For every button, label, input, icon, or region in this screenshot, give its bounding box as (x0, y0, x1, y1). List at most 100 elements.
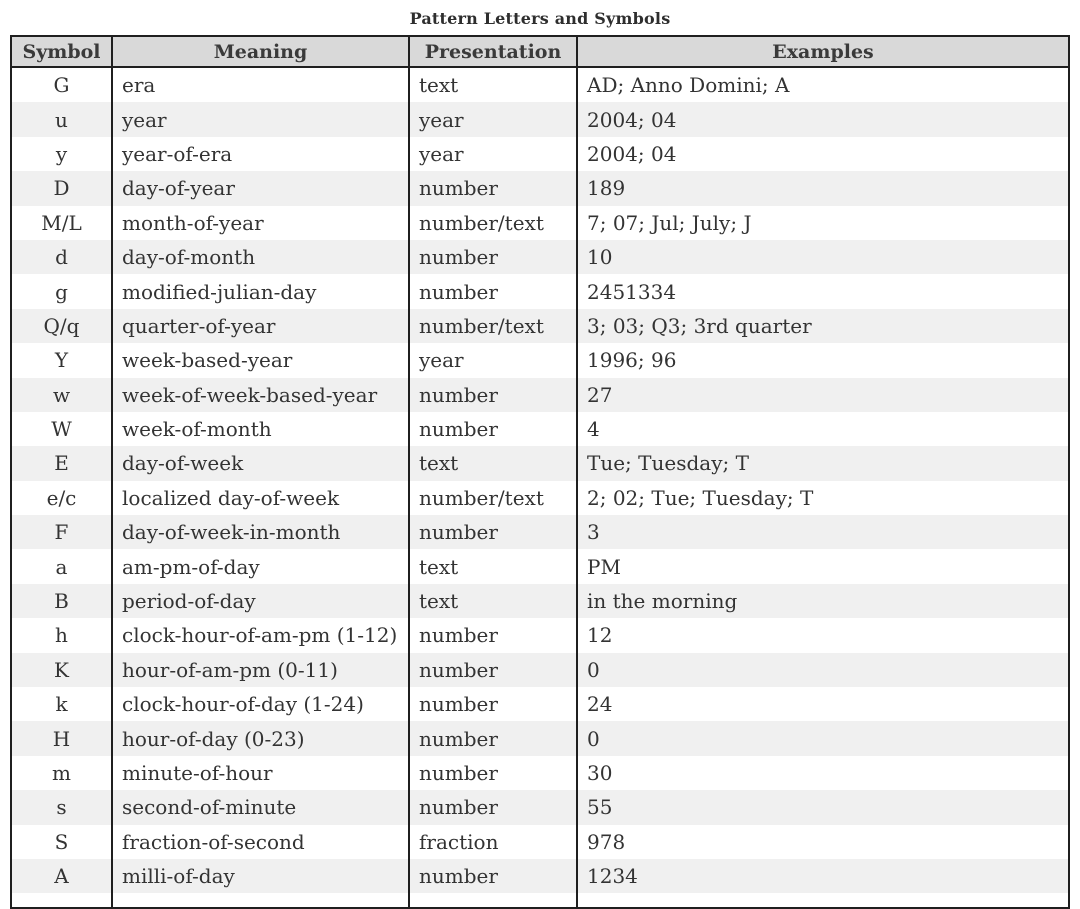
cell-examples: 0 (576, 652, 1070, 688)
cell-symbol: m (10, 755, 113, 791)
cell-meaning: week-based-year (111, 343, 410, 378)
cell-meaning: period-of-day (111, 583, 410, 619)
cell-meaning: milli-of-day (111, 858, 410, 894)
column-header-symbol: Symbol (10, 35, 113, 68)
cell-meaning: hour-of-day (0-23) (111, 721, 410, 756)
cell-symbol: E (10, 446, 113, 481)
cell-presentation: text (408, 583, 578, 619)
cell-examples: 55 (576, 790, 1070, 825)
cell-meaning: hour-of-am-pm (0-11) (111, 652, 410, 688)
cell-presentation: fraction (408, 824, 578, 859)
cell-presentation: year (408, 343, 578, 378)
cell-symbol: Q/q (10, 308, 113, 344)
header-row: Symbol Meaning Presentation Examples (10, 35, 1070, 68)
cell-presentation: number (408, 721, 578, 756)
cell-presentation: number/text (408, 308, 578, 344)
cell-presentation: number (408, 515, 578, 550)
cell-presentation: number (408, 652, 578, 688)
cell-symbol: u (10, 102, 113, 137)
cell-meaning: day-of-year (111, 171, 410, 206)
table-row: d day-of-month number 10 (10, 239, 1070, 275)
table-row: Q/q quarter-of-year number/text 3; 03; Q3; … (10, 308, 1070, 344)
cell-examples: 978 (576, 824, 1070, 859)
cell-meaning: am-pm-of-day (111, 549, 410, 584)
cell-examples: 12 (576, 618, 1070, 653)
cell-examples: 2004; 04 (576, 102, 1070, 137)
table-row: k clock-hour-of-day (1-24) number 24 (10, 687, 1070, 722)
cell-presentation: number (408, 377, 578, 412)
cell-examples: 10 (576, 239, 1070, 275)
cell-meaning: week-of-week-based-year (111, 377, 410, 412)
table-row: u year year 2004; 04 (10, 102, 1070, 137)
cell-examples: in the morning (576, 583, 1070, 619)
cell-presentation: number (408, 618, 578, 653)
cell-meaning (111, 893, 410, 909)
cell-symbol: B (10, 583, 113, 619)
cell-examples: AD; Anno Domini; A (576, 67, 1070, 103)
cell-presentation: text (408, 549, 578, 584)
table-row: a am-pm-of-day text PM (10, 549, 1070, 584)
cell-examples: 30 (576, 755, 1070, 791)
cell-presentation: year (408, 136, 578, 172)
cell-symbol: h (10, 618, 113, 653)
cell-examples: 2451334 (576, 274, 1070, 309)
cell-examples: 3 (576, 515, 1070, 550)
cell-examples: 7; 07; Jul; July; J (576, 205, 1070, 240)
cell-symbol: F (10, 515, 113, 550)
cell-symbol: W (10, 411, 113, 447)
cell-examples: PM (576, 549, 1070, 584)
cell-symbol: H (10, 721, 113, 756)
cell-examples: 3; 03; Q3; 3rd quarter (576, 308, 1070, 344)
cell-meaning: fraction-of-second (111, 824, 410, 859)
column-header-meaning: Meaning (111, 35, 410, 68)
cell-symbol: e/c (10, 480, 113, 516)
table-row: g modified-julian-day number 2451334 (10, 274, 1070, 309)
cell-presentation: text (408, 446, 578, 481)
cutoff-row (10, 893, 1070, 909)
cell-presentation: number (408, 411, 578, 447)
cell-presentation: number (408, 171, 578, 206)
cell-meaning: week-of-month (111, 411, 410, 447)
table-row: e/c localized day-of-week number/text 2; 02… (10, 480, 1070, 516)
cell-presentation: text (408, 67, 578, 103)
table-header: Symbol Meaning Presentation Examples (10, 35, 1070, 68)
cell-meaning: quarter-of-year (111, 308, 410, 344)
cell-examples (576, 893, 1070, 909)
cell-examples: 2; 02; Tue; Tuesday; T (576, 480, 1070, 516)
cell-symbol: g (10, 274, 113, 309)
table-row: M/L month-of-year number/text 7; 07; Jul; J… (10, 205, 1070, 240)
table-row: y year-of-era year 2004; 04 (10, 136, 1070, 172)
cell-meaning: second-of-minute (111, 790, 410, 825)
cell-presentation: number/text (408, 205, 578, 240)
cell-meaning: minute-of-hour (111, 755, 410, 791)
cell-examples: 4 (576, 411, 1070, 447)
cell-meaning: day-of-week (111, 446, 410, 481)
cell-examples: 1234 (576, 858, 1070, 894)
cell-meaning: year (111, 102, 410, 137)
table-row: h clock-hour-of-am-pm (1-12) number 12 (10, 618, 1070, 653)
cell-symbol: a (10, 549, 113, 584)
cell-presentation: number (408, 274, 578, 309)
table-row: m minute-of-hour number 30 (10, 755, 1070, 791)
cell-presentation: number/text (408, 480, 578, 516)
cell-examples: 2004; 04 (576, 136, 1070, 172)
cell-symbol: y (10, 136, 113, 172)
cell-symbol: w (10, 377, 113, 412)
cell-presentation (408, 893, 578, 909)
cell-symbol: S (10, 824, 113, 859)
cell-presentation: number (408, 790, 578, 825)
table-row: w week-of-week-based-year number 27 (10, 377, 1070, 412)
cell-meaning: month-of-year (111, 205, 410, 240)
